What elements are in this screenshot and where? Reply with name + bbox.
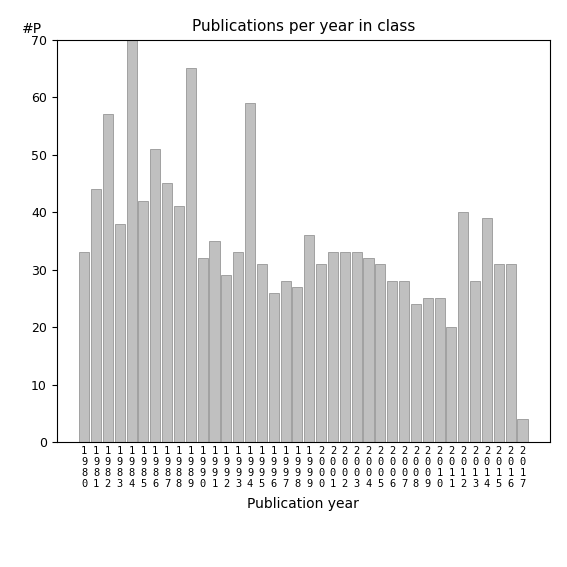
Bar: [126, 40, 137, 442]
Bar: [375, 264, 386, 442]
Text: #P: #P: [22, 22, 43, 36]
Bar: [103, 115, 113, 442]
Bar: [198, 258, 208, 442]
Bar: [446, 327, 456, 442]
Bar: [506, 264, 516, 442]
Bar: [470, 281, 480, 442]
Bar: [411, 304, 421, 442]
Bar: [150, 149, 160, 442]
Bar: [423, 298, 433, 442]
Bar: [304, 235, 314, 442]
Bar: [340, 252, 350, 442]
Bar: [79, 252, 89, 442]
Bar: [269, 293, 279, 442]
Bar: [257, 264, 267, 442]
Bar: [518, 419, 527, 442]
Bar: [352, 252, 362, 442]
Bar: [363, 258, 374, 442]
Bar: [209, 241, 219, 442]
Bar: [387, 281, 397, 442]
Bar: [162, 184, 172, 442]
Bar: [458, 212, 468, 442]
X-axis label: Publication year: Publication year: [247, 497, 359, 511]
Bar: [316, 264, 326, 442]
Bar: [494, 264, 504, 442]
Bar: [434, 298, 445, 442]
Bar: [221, 276, 231, 442]
Bar: [115, 224, 125, 442]
Bar: [293, 287, 302, 442]
Bar: [233, 252, 243, 442]
Bar: [328, 252, 338, 442]
Bar: [245, 103, 255, 442]
Bar: [281, 281, 291, 442]
Bar: [138, 201, 149, 442]
Bar: [399, 281, 409, 442]
Bar: [91, 189, 101, 442]
Title: Publications per year in class: Publications per year in class: [192, 19, 415, 35]
Bar: [186, 69, 196, 442]
Bar: [482, 218, 492, 442]
Bar: [174, 206, 184, 442]
